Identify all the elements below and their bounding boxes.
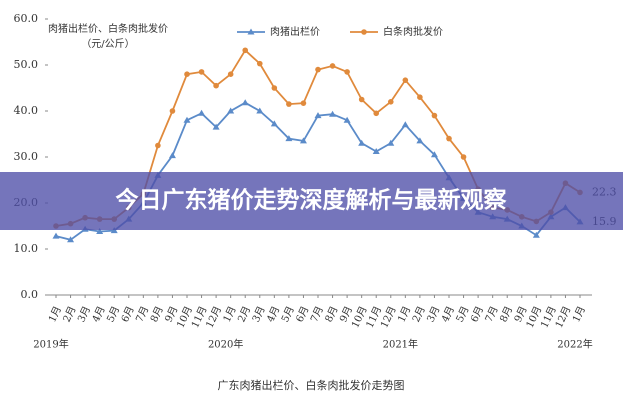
point	[329, 110, 337, 117]
point	[387, 99, 394, 105]
point	[431, 112, 438, 119]
year-label: 2020年	[208, 338, 243, 351]
legend-marker	[247, 28, 255, 35]
point	[373, 110, 380, 117]
year-label: 2022年	[557, 338, 592, 351]
y-axis-label: 肉猪出栏价、白条肉批发价	[48, 22, 168, 35]
point	[299, 137, 307, 144]
point	[52, 232, 60, 239]
point	[285, 135, 293, 142]
banner-text: 今日广东猪价走势深度解析与最新观察	[116, 187, 508, 214]
y-tick-label: 10.0	[14, 242, 39, 255]
point	[168, 152, 176, 159]
point	[358, 96, 365, 103]
caption: 广东肉猪出栏价、白条肉批发价走势图	[218, 378, 405, 392]
point	[417, 94, 423, 100]
point	[96, 228, 104, 235]
point	[227, 71, 234, 77]
point	[416, 137, 424, 144]
point	[430, 151, 438, 158]
point	[387, 139, 395, 146]
point	[343, 116, 351, 123]
point	[227, 107, 235, 114]
point	[300, 100, 307, 106]
point	[184, 71, 190, 77]
point	[401, 121, 409, 128]
point	[198, 69, 205, 75]
point	[372, 147, 380, 154]
point	[344, 69, 350, 75]
y-tick-label: 40.0	[14, 104, 39, 117]
point	[242, 47, 249, 54]
y-tick-label: 30.0	[14, 150, 39, 163]
point	[532, 231, 540, 238]
point	[67, 236, 75, 243]
point	[460, 154, 467, 160]
year-label: 2021年	[383, 338, 418, 351]
point	[286, 101, 292, 107]
point	[329, 63, 336, 69]
legend-label: 白条肉批发价	[383, 25, 443, 38]
banner	[0, 172, 623, 230]
point	[402, 77, 409, 83]
year-label: 2019年	[33, 338, 68, 351]
y-axis-label: （元/公斤）	[81, 38, 134, 50]
point	[213, 82, 219, 89]
point	[110, 227, 118, 234]
point	[270, 120, 278, 127]
legend-marker	[361, 29, 367, 35]
legend-label: 肉猪出栏价	[270, 25, 320, 38]
point	[212, 123, 220, 130]
y-tick-label: 0.0	[21, 288, 39, 301]
point	[271, 85, 278, 91]
point	[169, 108, 176, 114]
y-tick-label: 60.0	[14, 12, 39, 25]
point	[183, 116, 191, 123]
point	[315, 66, 321, 73]
point	[241, 99, 249, 106]
point	[256, 107, 264, 114]
point	[155, 142, 161, 149]
point	[256, 60, 263, 67]
point	[358, 139, 366, 146]
point	[446, 135, 452, 142]
y-tick-label: 50.0	[14, 58, 39, 71]
point	[198, 109, 206, 116]
point	[314, 112, 322, 119]
